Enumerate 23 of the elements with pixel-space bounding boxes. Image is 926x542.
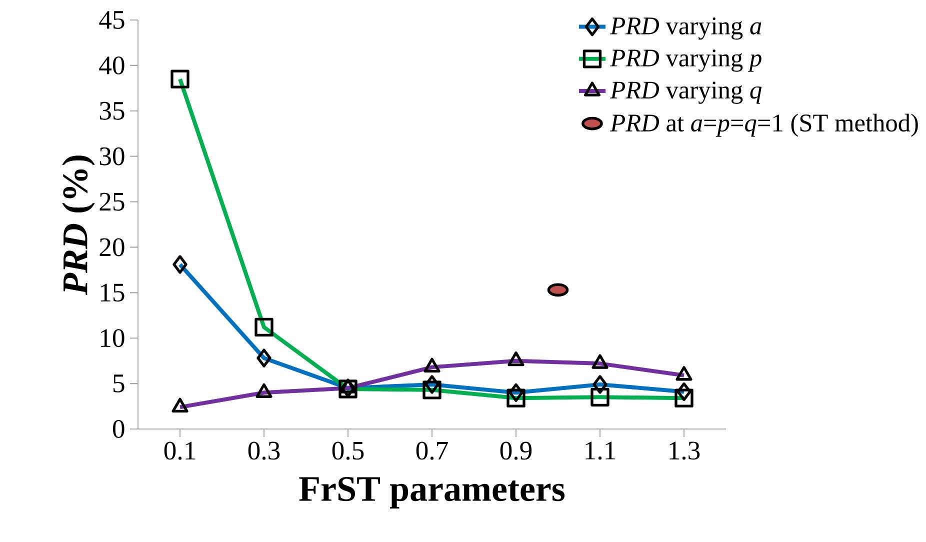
x-tick-label: 0.9 [500, 442, 532, 460]
x-axis-title: FrST parameters [299, 476, 565, 508]
legend-label: PRD varying q [610, 82, 762, 104]
x-tick-label: 1.3 [670, 442, 700, 460]
y-tick-label: 30 [100, 147, 124, 166]
legend-label: PRD varying a [610, 17, 762, 40]
x-tick-label: 1.1 [586, 442, 616, 460]
y-tick-label: 40 [99, 56, 124, 74]
y-tick-label: 20 [100, 238, 124, 256]
y-tick-label: 45 [99, 11, 124, 29]
y-tick-label: 15 [100, 284, 124, 302]
y-tick-label: 0 [112, 420, 124, 438]
legend-label: PRD at a=p=q=1 (ST method) [610, 114, 918, 137]
x-tick-label: 0.1 [164, 442, 196, 460]
legend-label: PRD varying p [610, 50, 762, 72]
y-axis-title: PRD (%) [62, 156, 95, 295]
x-tick-label: 0.3 [248, 442, 280, 460]
x-tick-label: 0.5 [332, 442, 364, 460]
x-tick-label: 0.7 [416, 442, 448, 460]
y-tick-label: 25 [100, 192, 124, 211]
y-tick-label: 35 [100, 102, 124, 120]
y-tick-label: 5 [114, 374, 124, 392]
y-tick-label: 10 [100, 329, 124, 348]
